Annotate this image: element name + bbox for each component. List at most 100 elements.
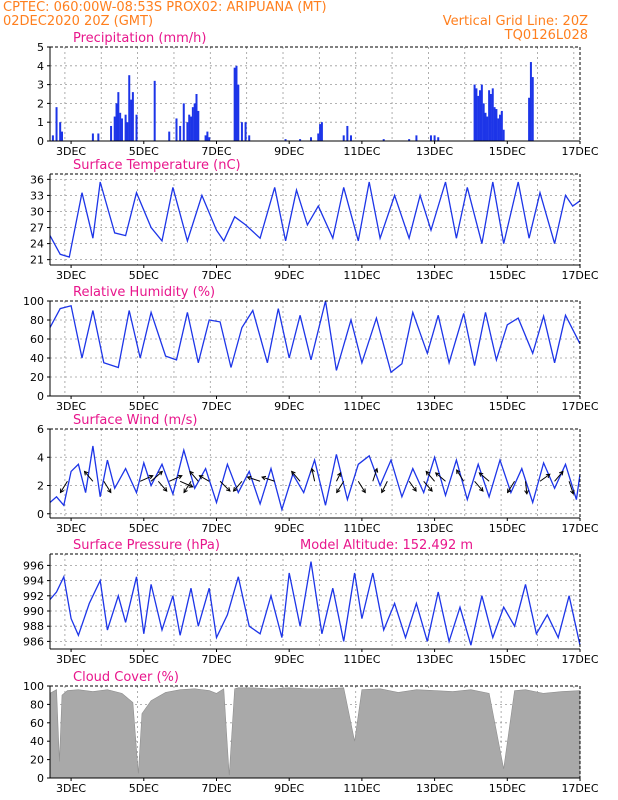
- panel-title: Precipitation (mm/h): [73, 31, 206, 46]
- wind-arrow-head: [158, 470, 164, 476]
- precip-bar: [119, 112, 122, 141]
- precip-bar: [486, 116, 489, 141]
- precip-bar: [186, 122, 189, 141]
- precip-bar: [197, 110, 200, 141]
- precip-bar: [117, 92, 120, 141]
- wind-arrow: [357, 481, 366, 493]
- precip-bar: [237, 84, 240, 141]
- x-tick-label: 9DEC: [274, 269, 304, 282]
- wind-arrow: [474, 480, 484, 492]
- wind-arrow-head: [177, 474, 183, 480]
- wind-arrow: [84, 471, 94, 482]
- precip-bar: [429, 135, 432, 141]
- cloud-cover-area: [49, 687, 581, 779]
- wind-arrow: [435, 472, 446, 482]
- precip-bar: [491, 88, 494, 141]
- precip-bar: [489, 94, 492, 141]
- wind-arrow: [568, 481, 574, 495]
- x-tick-label: 13DEC: [416, 269, 453, 282]
- y-tick-label: 27: [30, 222, 44, 235]
- x-tick-label: 11DEC: [343, 145, 380, 158]
- x-tick-label: 11DEC: [343, 653, 380, 666]
- precip-bar: [502, 129, 505, 141]
- x-tick-label: 5DEC: [129, 653, 159, 666]
- header-grid-note: Vertical Grid Line: 20Z: [442, 14, 588, 29]
- wind-arrow-head: [189, 470, 194, 476]
- wind-arrow-head: [545, 473, 551, 479]
- x-tick-label: 7DEC: [201, 145, 231, 158]
- y-tick-label: 996: [23, 559, 44, 572]
- x-tick-label: 15DEC: [489, 269, 526, 282]
- x-tick-label: 11DEC: [343, 400, 380, 413]
- wind-arrow: [335, 472, 342, 482]
- precip-bar: [382, 139, 385, 141]
- x-tick-label: 3DEC: [56, 400, 86, 413]
- precip-bar: [110, 125, 113, 141]
- wind-arrow: [539, 473, 551, 482]
- precip-bar: [124, 114, 127, 141]
- y-tick-label: 0: [37, 508, 44, 521]
- x-tick-label: 13DEC: [416, 782, 453, 795]
- precip-bar: [433, 135, 436, 141]
- x-tick-label: 9DEC: [274, 400, 304, 413]
- precip-bar: [319, 124, 322, 141]
- precip-bar: [484, 112, 487, 141]
- x-tick-label: 15DEC: [489, 522, 526, 535]
- wind-arrow: [381, 481, 388, 493]
- precip-bar: [493, 107, 496, 141]
- wind-arrow-head: [225, 487, 231, 492]
- y-tick-label: 988: [23, 620, 44, 633]
- series-line: [49, 181, 581, 258]
- precip-bar: [529, 62, 532, 141]
- precip-bar: [528, 97, 531, 141]
- wind-arrow: [423, 480, 433, 492]
- precip-bar: [191, 107, 194, 141]
- precip-bar: [475, 88, 478, 141]
- wind-arrow: [219, 480, 231, 492]
- x-tick-label: 13DEC: [416, 145, 453, 158]
- precip-bar: [531, 77, 534, 141]
- panel-title: Cloud Cover (%): [73, 670, 179, 685]
- precip-bar: [208, 137, 211, 141]
- precip-bar: [153, 80, 156, 141]
- wind-arrow-head: [337, 471, 342, 477]
- panel-title: Surface Wind (m/s): [73, 413, 197, 428]
- y-tick-label: 5: [37, 41, 44, 54]
- x-tick-label: 15DEC: [489, 400, 526, 413]
- series-line: [49, 300, 581, 374]
- y-tick-label: 992: [23, 590, 44, 603]
- y-tick-label: 990: [23, 605, 44, 618]
- wind-arrow: [60, 481, 68, 493]
- wind-arrow-head: [570, 489, 575, 495]
- wind-arrow-head: [412, 487, 417, 492]
- panel-title: Relative Humidity (%): [73, 285, 215, 300]
- wind-arrow-head: [434, 472, 440, 477]
- wind-arrow-head: [291, 470, 296, 476]
- wind-arrow: [507, 481, 515, 493]
- precip-bar: [55, 107, 58, 141]
- wind-arrow-head: [246, 475, 252, 481]
- y-tick-label: 0: [37, 135, 44, 148]
- precip-bar: [248, 135, 251, 141]
- wind-arrow-head: [381, 488, 386, 494]
- x-tick-label: 13DEC: [416, 522, 453, 535]
- wind-arrow: [189, 471, 199, 482]
- x-tick-label: 15DEC: [489, 145, 526, 158]
- precip-bar: [317, 133, 320, 141]
- precip-bar: [91, 133, 94, 141]
- precip-bar: [97, 133, 100, 141]
- wind-arrow: [247, 476, 261, 482]
- x-tick-label: 3DEC: [56, 145, 86, 158]
- precip-bar: [480, 84, 483, 141]
- x-tick-label: 3DEC: [56, 522, 86, 535]
- precip-bar: [115, 103, 118, 141]
- wind-arrow: [336, 481, 345, 493]
- wind-arrow: [157, 480, 168, 492]
- precip-bar: [113, 116, 116, 141]
- precip-bar: [240, 122, 243, 141]
- wind-arrow-head: [148, 474, 154, 480]
- x-tick-label: 11DEC: [343, 269, 380, 282]
- precip-bar: [51, 135, 54, 141]
- y-tick-label: 2: [37, 97, 44, 110]
- precip-bar: [299, 139, 302, 141]
